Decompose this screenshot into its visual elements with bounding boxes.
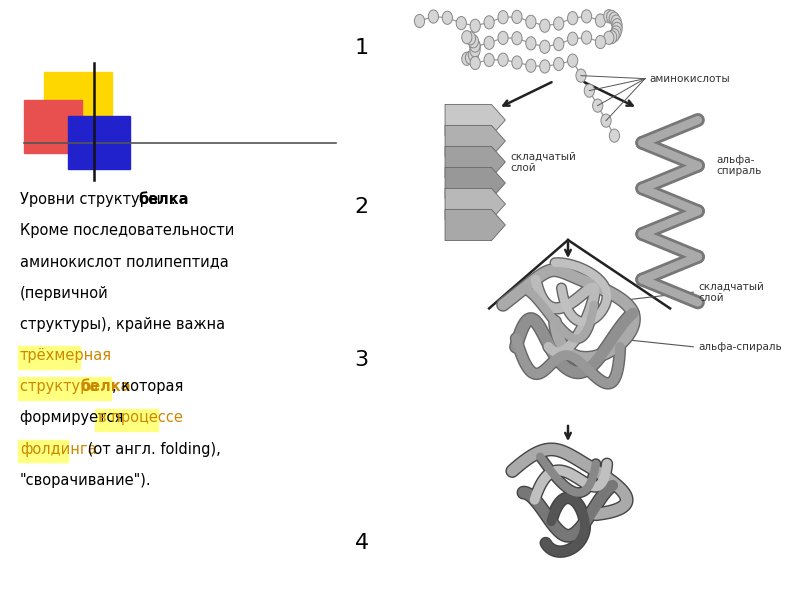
Text: Кроме последовательности: Кроме последовательности <box>20 223 234 238</box>
Circle shape <box>554 17 564 30</box>
Circle shape <box>484 53 494 67</box>
Circle shape <box>554 38 564 51</box>
Bar <box>18 440 69 462</box>
Circle shape <box>612 22 622 35</box>
Circle shape <box>582 10 592 23</box>
Text: альфа-спираль: альфа-спираль <box>698 342 782 352</box>
Circle shape <box>462 31 472 44</box>
Circle shape <box>610 129 619 142</box>
Bar <box>68 116 130 169</box>
Text: 2: 2 <box>354 197 369 217</box>
Circle shape <box>466 32 475 45</box>
Text: .: . <box>170 192 175 207</box>
Text: структура: структура <box>20 379 103 394</box>
Text: Уровни структуры: Уровни структуры <box>20 192 165 207</box>
Circle shape <box>567 54 578 67</box>
Circle shape <box>470 39 480 52</box>
Text: аминокислот полипептида: аминокислот полипептида <box>20 254 229 269</box>
Text: в процессе: в процессе <box>98 410 182 425</box>
Bar <box>18 377 80 400</box>
Circle shape <box>606 31 617 44</box>
Bar <box>18 346 80 368</box>
Circle shape <box>593 99 603 112</box>
Circle shape <box>612 19 622 32</box>
Circle shape <box>498 11 508 24</box>
Bar <box>78 377 111 400</box>
Circle shape <box>606 10 617 23</box>
Circle shape <box>540 60 550 73</box>
Bar <box>24 100 82 153</box>
Circle shape <box>470 44 480 57</box>
Text: белка: белка <box>80 379 130 394</box>
Circle shape <box>526 15 536 28</box>
Text: (от англ. folding),: (от англ. folding), <box>83 442 221 457</box>
Circle shape <box>601 114 611 127</box>
Circle shape <box>442 11 453 25</box>
Text: формируется: формируется <box>20 410 128 425</box>
Circle shape <box>466 51 475 64</box>
Polygon shape <box>445 167 506 199</box>
Circle shape <box>470 56 480 70</box>
Circle shape <box>576 69 586 82</box>
Circle shape <box>428 10 438 23</box>
Circle shape <box>567 32 578 46</box>
Text: 3: 3 <box>354 350 369 370</box>
Circle shape <box>484 36 494 49</box>
Circle shape <box>526 59 536 73</box>
Circle shape <box>456 17 466 30</box>
Polygon shape <box>445 146 506 178</box>
Circle shape <box>512 10 522 23</box>
Polygon shape <box>445 104 506 136</box>
Circle shape <box>468 35 478 48</box>
Bar <box>95 409 158 431</box>
Text: фолдинга: фолдинга <box>20 442 97 457</box>
Circle shape <box>567 11 578 25</box>
Circle shape <box>470 40 480 53</box>
Polygon shape <box>445 209 506 241</box>
Circle shape <box>582 31 592 44</box>
Polygon shape <box>445 188 506 220</box>
Text: складчатый
слой: складчатый слой <box>698 281 764 303</box>
Circle shape <box>604 31 614 44</box>
Text: аминокислоты: аминокислоты <box>650 74 730 83</box>
Circle shape <box>512 56 522 69</box>
Text: , которая: , которая <box>112 379 183 394</box>
Circle shape <box>554 58 564 71</box>
Polygon shape <box>445 125 506 157</box>
Circle shape <box>604 10 614 23</box>
Text: 4: 4 <box>354 533 369 553</box>
Bar <box>44 72 112 129</box>
Text: "сворачивание").: "сворачивание"). <box>20 473 152 488</box>
Circle shape <box>414 14 425 28</box>
Circle shape <box>595 14 606 27</box>
Circle shape <box>470 19 480 32</box>
Text: структуры), крайне важна: структуры), крайне важна <box>20 317 225 332</box>
Text: трёхмерная: трёхмерная <box>20 348 112 363</box>
Circle shape <box>498 31 508 44</box>
Circle shape <box>609 29 619 42</box>
Circle shape <box>526 37 536 50</box>
Text: (первичной: (первичной <box>20 286 109 301</box>
Circle shape <box>595 35 606 49</box>
Circle shape <box>462 52 472 65</box>
Circle shape <box>468 48 478 61</box>
Circle shape <box>498 53 508 67</box>
Circle shape <box>540 19 550 32</box>
Circle shape <box>484 16 494 29</box>
Text: 1: 1 <box>354 38 369 58</box>
Circle shape <box>584 84 594 97</box>
Text: белка: белка <box>138 192 189 207</box>
Text: альфа-
спираль: альфа- спираль <box>717 155 762 176</box>
Circle shape <box>611 15 621 28</box>
Circle shape <box>512 32 522 45</box>
Circle shape <box>611 26 621 39</box>
Text: складчатый
слой: складчатый слой <box>510 151 576 173</box>
Circle shape <box>609 12 619 25</box>
Circle shape <box>540 40 550 53</box>
